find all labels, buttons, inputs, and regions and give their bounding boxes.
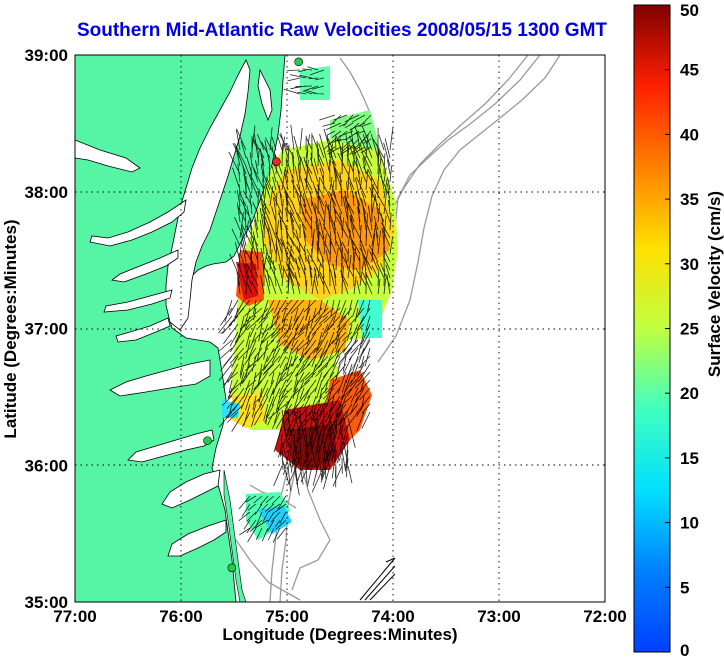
y-tick-label: 36:00 bbox=[25, 456, 68, 475]
map-title: Southern Mid-Atlantic Raw Velocities 200… bbox=[76, 20, 608, 41]
colorbar-tick-label: 10 bbox=[680, 514, 699, 533]
x-tick-label: 77:00 bbox=[53, 607, 96, 626]
y-axis-label: Latitude (Degrees:Minutes) bbox=[1, 219, 20, 438]
colorbar-tick-label: 25 bbox=[680, 320, 699, 339]
pamlico-sound bbox=[109, 359, 211, 397]
station-marker bbox=[227, 563, 237, 573]
colorbar-tick-label: 35 bbox=[680, 190, 699, 209]
chesapeake-bay bbox=[165, 59, 251, 331]
colorbar-tick-label: 40 bbox=[680, 125, 699, 144]
x-tick-label: 73:00 bbox=[477, 607, 520, 626]
colorbar-tick-label: 0 bbox=[680, 641, 689, 659]
y-tick-label: 35:00 bbox=[25, 593, 68, 612]
colorbar bbox=[633, 4, 671, 653]
station-marker bbox=[294, 57, 303, 67]
x-tick-label: 74:00 bbox=[371, 607, 414, 626]
colorbar-tick-label: 45 bbox=[680, 61, 699, 80]
colorbar-tick-label: 30 bbox=[680, 255, 699, 274]
velocity-vectors bbox=[218, 66, 394, 543]
colorbar-tick-label: 20 bbox=[680, 384, 699, 403]
station-marker bbox=[203, 436, 212, 445]
y-tick-label: 39:00 bbox=[25, 46, 68, 65]
y-tick-label: 37:00 bbox=[25, 320, 68, 339]
colorbar-label: Surface Velocity (cm/s) bbox=[705, 191, 724, 377]
colorbar-tick-label: 15 bbox=[680, 449, 699, 468]
station-marker bbox=[272, 157, 281, 166]
colorbar-tick-label: 5 bbox=[680, 578, 689, 597]
x-tick-label: 75:00 bbox=[265, 607, 308, 626]
x-axis-label: Longitude (Degrees:Minutes) bbox=[222, 625, 457, 644]
station-markers bbox=[203, 57, 303, 573]
x-tick-label: 72:00 bbox=[583, 607, 626, 626]
x-tick-label: 76:00 bbox=[159, 607, 202, 626]
y-tick-label: 38:00 bbox=[25, 183, 68, 202]
plot-frame bbox=[74, 54, 606, 603]
colorbar-tick-label: 50 bbox=[680, 1, 699, 20]
